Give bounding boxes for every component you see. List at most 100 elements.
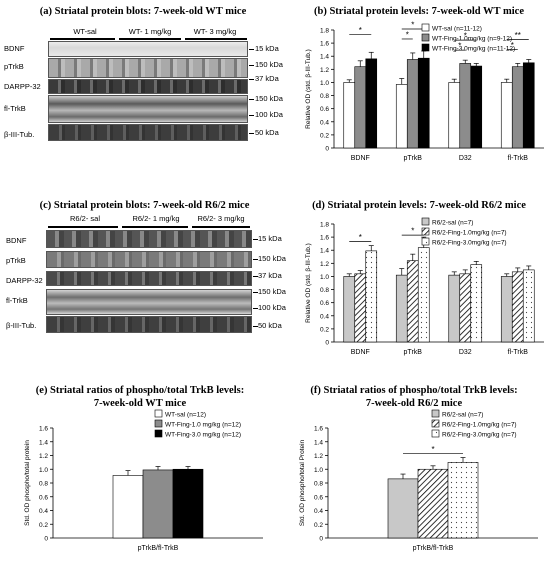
y-tick-label: 0.8 [320,287,329,294]
significance-marker: * [411,20,414,29]
legend-label: WT-Fing-1.0 mg/kg (n=12) [165,422,241,429]
legend-swatch [421,227,430,236]
bar [387,478,419,539]
marker-tick [249,79,254,80]
y-tick-label: 0 [319,536,323,543]
y-tick-label: 0 [325,340,329,347]
legend-label: WT-sal (n=11-12) [432,26,482,33]
marker-tick [249,115,254,116]
y-tick-label: 1.8 [320,28,329,35]
marker-tick [253,308,258,309]
bar [459,63,472,149]
blot-strip-beta-iii-tubulin [46,316,252,333]
significance-marker: * [458,42,461,51]
blot-group-line [185,38,247,40]
significance-marker: * [406,30,409,39]
y-tick-label: 0.4 [320,119,329,126]
blot-group-label: R6/2- 1 mg/kg [132,214,180,223]
blot-strip-darpp32 [46,271,252,286]
y-tick-label: 1.8 [320,222,329,229]
significance-marker: * [431,445,434,454]
x-tick-label: pTrkB [404,155,423,162]
marker-label: 37 kDa [258,271,282,280]
y-tick-label: 0.6 [314,494,323,501]
bar [343,276,356,343]
y-tick-label: 0.8 [39,481,48,488]
x-tick-label: pTrkB/fl-TrkB [413,545,454,552]
legend-swatch [154,409,163,418]
blot-strip-fl-trkb [48,95,248,123]
legend-swatch [431,419,440,428]
y-tick-label: 0.6 [320,106,329,113]
protein-label: pTrkB [4,62,24,71]
marker-label: 15 kDa [255,44,279,53]
blot-strip-beta-iii-tubulin [48,124,248,141]
legend-label: WT-Fing-3.0mg/kg (n=11-12) [432,46,515,53]
bar [365,58,378,149]
chart-d-svg: 0 0.2 0.4 0.6 0.8 1.0 1.2 1.4 1.6 1.8 Relative OD … [305,217,544,356]
x-tick-label: pTrkB [404,349,423,356]
bar [448,274,461,343]
marker-tick [249,65,254,66]
x-tick-label: BDNF [351,349,370,356]
marker-tick [253,239,258,240]
x-tick-label: BDNF [351,155,370,162]
blot-group-line [119,38,181,40]
y-tick-label: 1.6 [320,235,329,242]
blot-group-label: WT-sal [73,27,97,36]
blot-group-line [192,226,250,228]
legend-label: R6/2-sal (n=7) [432,220,473,227]
y-tick-label: 0 [44,536,48,543]
blot-strip-darpp32 [48,79,248,94]
y-tick-label: 1.6 [314,426,323,433]
significance-marker: * [511,41,514,50]
chart-f-title: (f) Striatal ratios of phospho/total Trk… [310,385,518,409]
protein-label: β-III-Tub. [4,130,35,139]
legend-swatch [421,23,430,32]
marker-label: 150 kDa [255,60,283,69]
legend-swatch [431,409,440,418]
bar [112,475,144,539]
marker-label: 100 kDa [255,110,283,119]
y-axis-label: Relative OD (std. β-III-Tub.) [305,49,312,129]
marker-label: 50 kDa [258,321,282,330]
y-tick-label: 1.0 [320,80,329,87]
marker-tick [253,276,258,277]
bar [522,62,535,149]
y-tick-label: 0.2 [314,522,323,529]
protein-label: β-III-Tub. [6,321,37,330]
legend-swatch [431,429,440,438]
bar [417,468,449,539]
protein-label: DARPP-32 [6,276,43,285]
blot-group-line [122,226,188,228]
legend-swatch [421,237,430,246]
bar [365,250,378,343]
y-tick-label: 1.4 [320,54,329,61]
bar [500,276,513,343]
bar [142,469,174,539]
marker-label: 15 kDa [258,234,282,243]
blot-strip-bdnf [48,41,248,57]
y-tick-label: 0.2 [39,522,48,529]
bar [354,66,367,149]
legend-swatch [421,43,430,52]
marker-tick [253,292,258,293]
bar [511,66,524,149]
bar [395,84,408,149]
x-tick-label: D32 [459,349,472,356]
chart-b-svg: 0 0.2 0.4 0.6 0.8 1.0 1.2 1.4 1.6 1.8 Relative OD … [305,20,544,162]
blot-strip-ptrkb [48,58,248,78]
bar [395,274,408,343]
y-axis-label: Relative OD (std. β-III-Tub.) [305,243,312,323]
marker-label: 150 kDa [255,94,283,103]
legend-label: WT-sal (n=12) [165,412,206,419]
bar [500,82,513,149]
y-tick-label: 0.4 [314,508,323,515]
y-tick-label: 1.2 [320,261,329,268]
bar [448,82,461,149]
y-axis-label: Std. OD phospho/total Protein [299,439,306,526]
y-tick-label: 0.8 [320,93,329,100]
blot-group-label: R6/2- sal [69,214,100,223]
y-tick-label: 1.4 [320,248,329,255]
blot-strip-bdnf [46,230,252,248]
